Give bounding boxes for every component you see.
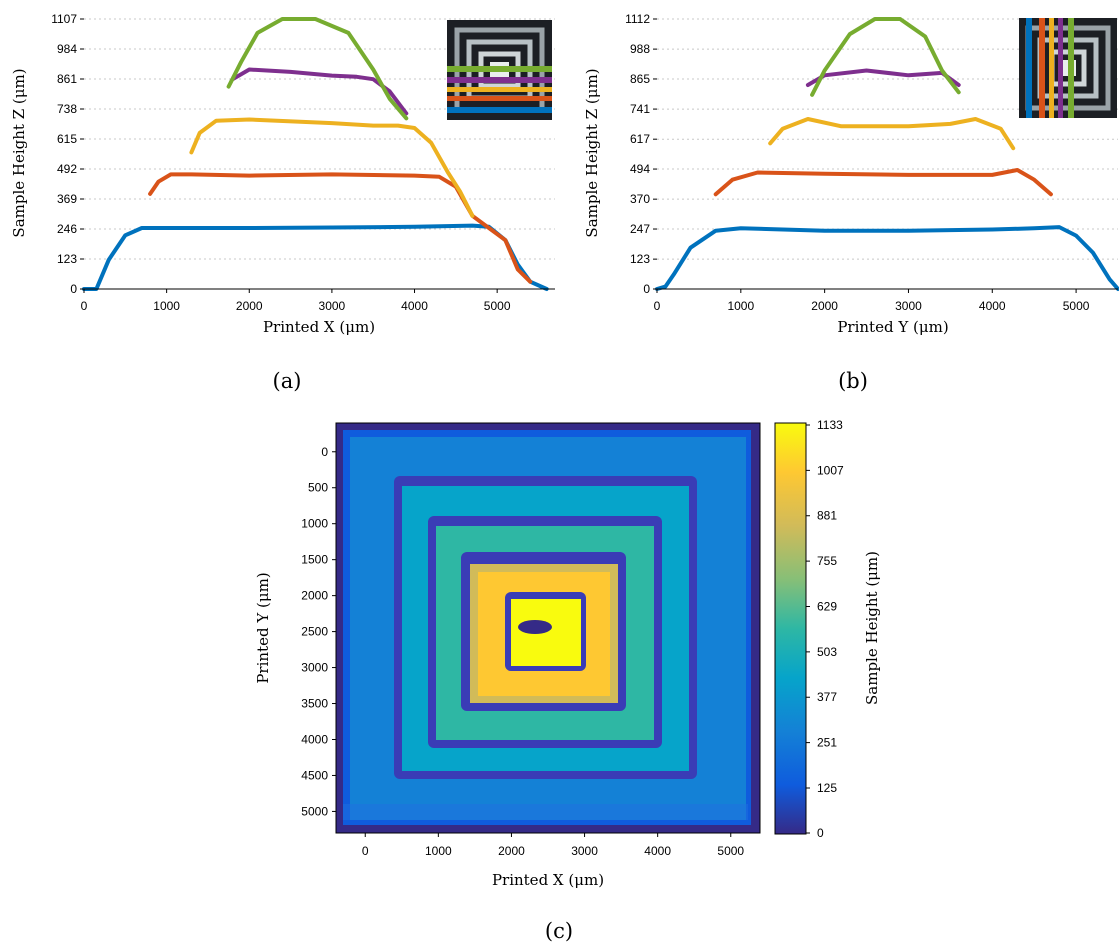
x-tick-label: 0 bbox=[81, 299, 88, 313]
heatmap bbox=[336, 423, 760, 833]
y-tick-label: 246 bbox=[57, 222, 77, 236]
y-tick-label: 492 bbox=[57, 162, 77, 176]
panel-c: 0 1000 2000 3000 4000 5000 0 500 1000 1500 2000 25… bbox=[254, 418, 881, 943]
y-tick-label: 3000 bbox=[301, 661, 328, 675]
y-axis-label: Sample Height Z (μm) bbox=[583, 68, 601, 237]
caption-a: (a) bbox=[273, 369, 302, 393]
colorbar-tick-label: 629 bbox=[817, 599, 837, 613]
y-tick-label: 369 bbox=[57, 192, 77, 206]
caption-c: (c) bbox=[545, 919, 573, 943]
series-group bbox=[82, 17, 549, 291]
series-group bbox=[655, 17, 1119, 291]
y-tick-label: 500 bbox=[308, 481, 328, 495]
x-ticks: 0 1000 2000 3000 4000 5000 bbox=[654, 289, 1090, 313]
colorbar-tick-label: 125 bbox=[817, 781, 837, 795]
y-axis-label: Sample Height Z (μm) bbox=[10, 68, 28, 237]
x-tick-label: 4000 bbox=[401, 299, 428, 313]
x-ticks: 0 1000 2000 3000 4000 5000 bbox=[81, 289, 511, 313]
series-line-1 bbox=[655, 225, 1119, 291]
colorbar-tick-label: 1133 bbox=[817, 418, 843, 432]
y-tick-label: 617 bbox=[630, 132, 650, 146]
x-tick-label: 1000 bbox=[153, 299, 180, 313]
y-tick-label: 738 bbox=[57, 102, 77, 116]
x-axis-label: Printed X (μm) bbox=[492, 871, 604, 889]
colorbar-ticks: 0 125 251 377 503 629 755 881 1007 1133 bbox=[806, 418, 844, 840]
x-tick-label: 5000 bbox=[484, 299, 511, 313]
y-tick-label: 1000 bbox=[301, 517, 328, 531]
y-tick-label: 4000 bbox=[301, 732, 328, 746]
caption-b: (b) bbox=[838, 369, 868, 393]
x-tick-label: 2000 bbox=[811, 299, 838, 313]
x-tick-label: 4000 bbox=[979, 299, 1006, 313]
colorbar-tick-label: 0 bbox=[817, 826, 824, 840]
x-tick-label: 2000 bbox=[236, 299, 263, 313]
y-tick-label: 2000 bbox=[301, 589, 328, 603]
inset-image bbox=[1019, 18, 1117, 118]
plot-area-border bbox=[335, 422, 761, 834]
colorbar-tick-label: 1007 bbox=[817, 463, 844, 477]
x-tick-label: 5000 bbox=[717, 844, 744, 858]
x-tick-label: 1000 bbox=[425, 844, 452, 858]
y-tick-label: 865 bbox=[630, 72, 650, 86]
series-line-2 bbox=[713, 168, 1053, 197]
y-tick-label: 0 bbox=[643, 282, 650, 296]
colorbar-tick-label: 755 bbox=[817, 554, 837, 568]
panel-b: 0 1000 2000 3000 4000 5000 0 123 247 370 494 617 74… bbox=[583, 12, 1119, 393]
y-ticks: 0 500 1000 1500 2000 2500 3000 3500 4000 4500 5000 bbox=[301, 445, 336, 818]
series-line-1 bbox=[82, 223, 549, 291]
y-ticks: 0 123 246 369 492 615 738 861 984 1107 bbox=[51, 12, 84, 296]
panel-a: 0 1000 2000 3000 4000 5000 0 123 246 369 492 615 73… bbox=[10, 12, 555, 393]
x-axis-label: Printed X (μm) bbox=[263, 318, 375, 336]
colorbar-tick-label: 503 bbox=[817, 645, 837, 659]
y-tick-label: 741 bbox=[630, 102, 650, 116]
colorbar-tick-label: 881 bbox=[817, 509, 837, 523]
y-tick-label: 370 bbox=[630, 192, 650, 206]
y-tick-label: 1107 bbox=[51, 12, 77, 26]
x-tick-label: 2000 bbox=[498, 844, 525, 858]
x-axis-label: Printed Y (μm) bbox=[837, 318, 948, 336]
colorbar bbox=[774, 422, 807, 835]
y-axis-label: Printed Y (μm) bbox=[254, 572, 272, 683]
series-line-3 bbox=[189, 117, 475, 218]
x-tick-label: 4000 bbox=[644, 844, 671, 858]
series-line-5 bbox=[226, 17, 409, 121]
series-line-3 bbox=[768, 117, 1016, 151]
x-ticks: 0 1000 2000 3000 4000 5000 bbox=[362, 833, 744, 858]
x-tick-label: 3000 bbox=[571, 844, 598, 858]
y-tick-label: 494 bbox=[630, 162, 650, 176]
y-tick-label: 615 bbox=[57, 132, 77, 146]
x-tick-label: 0 bbox=[362, 844, 369, 858]
y-tick-label: 1500 bbox=[301, 553, 328, 567]
y-tick-label: 5000 bbox=[301, 804, 328, 818]
y-tick-label: 861 bbox=[57, 72, 77, 86]
colorbar-tick-label: 377 bbox=[817, 690, 837, 704]
x-tick-label: 5000 bbox=[1063, 299, 1090, 313]
series-line-4 bbox=[230, 67, 409, 116]
y-tick-label: 3500 bbox=[301, 697, 328, 711]
y-tick-label: 123 bbox=[57, 252, 77, 266]
y-ticks: 0 123 247 370 494 617 741 865 988 1112 bbox=[625, 12, 657, 296]
x-tick-label: 3000 bbox=[895, 299, 922, 313]
colorbar-label: Sample Height (μm) bbox=[863, 551, 881, 705]
x-tick-label: 0 bbox=[654, 299, 661, 313]
y-tick-label: 988 bbox=[630, 42, 650, 56]
x-tick-label: 1000 bbox=[727, 299, 754, 313]
series-line-5 bbox=[810, 17, 961, 97]
series-line-2 bbox=[148, 172, 533, 284]
y-tick-label: 1112 bbox=[625, 12, 650, 26]
y-tick-label: 123 bbox=[630, 252, 650, 266]
x-tick-label: 3000 bbox=[319, 299, 346, 313]
inset-image bbox=[447, 20, 552, 120]
y-tick-label: 984 bbox=[57, 42, 77, 56]
y-tick-label: 4500 bbox=[301, 768, 328, 782]
y-tick-label: 0 bbox=[70, 282, 77, 296]
y-tick-label: 247 bbox=[630, 222, 650, 236]
y-tick-label: 0 bbox=[321, 445, 328, 459]
y-tick-label: 2500 bbox=[301, 625, 328, 639]
colorbar-tick-label: 251 bbox=[817, 736, 837, 750]
series-line-4 bbox=[805, 68, 961, 87]
